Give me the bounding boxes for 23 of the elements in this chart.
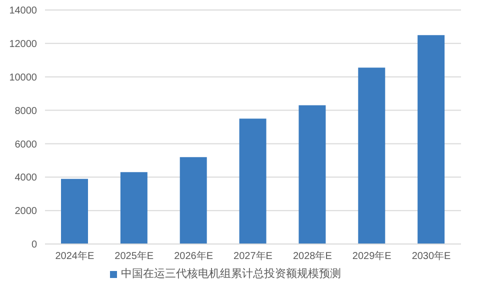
- bar: [61, 178, 88, 244]
- legend-label: 中国在运三代核电机组累计总投资额规模预测: [121, 268, 341, 280]
- bar: [180, 157, 207, 244]
- x-tick-label: 2028年E: [292, 250, 332, 262]
- x-tick-label: 2027年E: [234, 250, 273, 262]
- y-tick-label: 6000: [14, 139, 38, 150]
- y-tick-label: 12000: [9, 38, 38, 50]
- y-tick-label: 0: [31, 240, 38, 251]
- x-tick-label: 2024年E: [55, 250, 94, 262]
- bar: [239, 118, 266, 244]
- bar: [358, 68, 386, 244]
- bar: [298, 105, 326, 244]
- x-tick-label: 2030年E: [412, 250, 452, 262]
- x-tick-label: 2026年E: [174, 250, 214, 262]
- x-tick-label: 2029年E: [352, 250, 392, 262]
- bar: [120, 172, 148, 244]
- y-tick-label: 14000: [9, 6, 38, 17]
- y-tick-label: 4000: [14, 172, 38, 184]
- y-tick-label: 10000: [9, 72, 38, 84]
- y-tick-label: 2000: [14, 206, 38, 218]
- x-tick-label: 2025年E: [114, 250, 154, 262]
- bar: [418, 35, 445, 244]
- y-tick-label: 8000: [14, 106, 38, 117]
